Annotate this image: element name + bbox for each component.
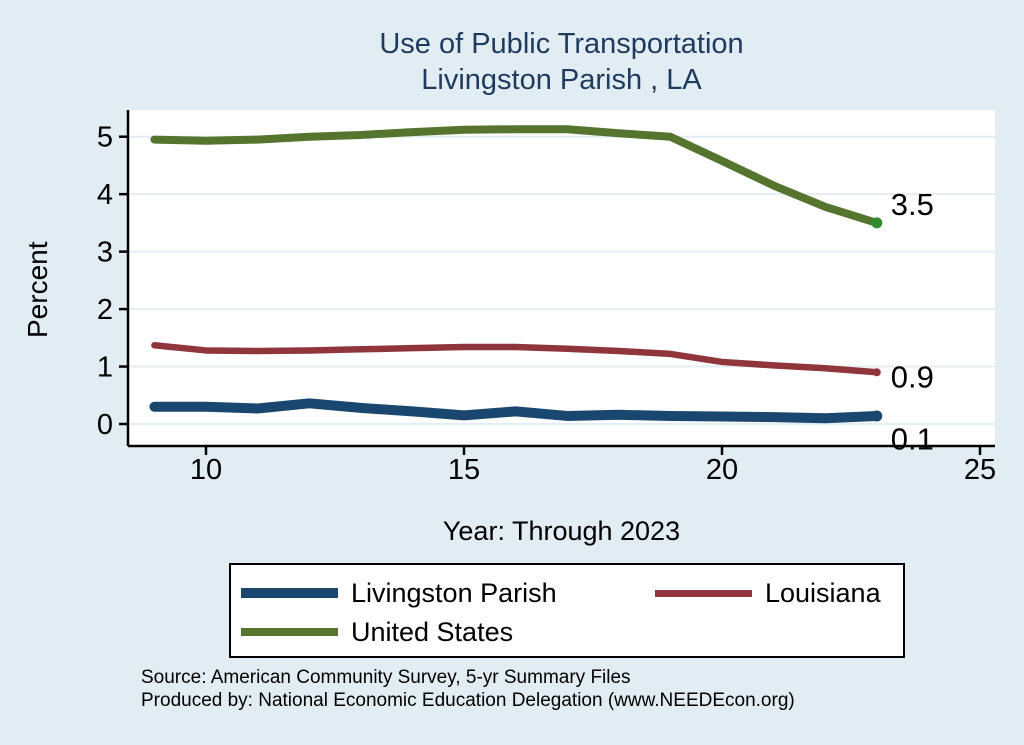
y-axis-label: Percent	[22, 241, 53, 339]
source-note: Source: American Community Survey, 5-yr …	[141, 667, 631, 688]
y-tick-label-3: 3	[97, 237, 113, 269]
series-line-louisiana	[151, 342, 881, 376]
y-tick-label-1: 1	[97, 352, 113, 384]
y-tick-label-0: 0	[97, 409, 113, 441]
plot-area: 0 1 2 3 4 5 10 15 20 25 0.1 0.9 3.5	[97, 110, 996, 486]
legend-swatch-united-states	[241, 628, 338, 636]
series-end-marker-united-states	[871, 217, 883, 229]
footer-notes: Source: American Community Survey, 5-yr …	[141, 666, 795, 712]
series-end-marker-livingston-parish	[871, 410, 883, 422]
x-tick-label-10: 10	[190, 454, 222, 486]
legend-label-louisiana: Louisiana	[765, 577, 881, 608]
series-end-marker-louisiana	[872, 368, 881, 377]
x-tick-label-15: 15	[448, 454, 480, 486]
legend-label-livingston-parish: Livingston Parish	[351, 577, 557, 608]
series-line-livingston-parish	[149, 398, 882, 424]
x-axis-label: Year: Through 2023	[442, 516, 681, 546]
x-tick-label-20: 20	[706, 454, 738, 486]
legend-box: Livingston Parish Louisiana United State…	[229, 563, 905, 658]
series-end-label-louisiana: 0.9	[891, 359, 934, 394]
y-tick-label-2: 2	[97, 294, 113, 326]
chart-title-line1: Use of Public Transportation	[379, 28, 744, 60]
plot-background	[128, 110, 995, 446]
legend-swatch-livingston-parish	[241, 588, 338, 598]
series-line-united-states	[150, 125, 881, 227]
legend-label-united-states: United States	[351, 616, 514, 647]
produced-by-note: Produced by: National Economic Education…	[141, 690, 795, 711]
series-end-label-livingston-parish: 0.1	[891, 421, 934, 456]
x-tick-label-25: 25	[964, 454, 996, 486]
legend-item-louisiana: Louisiana	[655, 578, 881, 608]
y-tick-label-4: 4	[97, 179, 113, 211]
series-end-label-united-states: 3.5	[891, 187, 934, 222]
chart-title-line2: Livingston Parish , LA	[421, 64, 702, 96]
legend-item-united-states: United States	[241, 617, 513, 647]
chart-title: Use of Public Transportation Livingston …	[128, 26, 995, 98]
legend-swatch-louisiana	[655, 589, 752, 597]
y-tick-label-5: 5	[97, 122, 113, 154]
legend-item-livingston-parish: Livingston Parish	[241, 578, 557, 608]
